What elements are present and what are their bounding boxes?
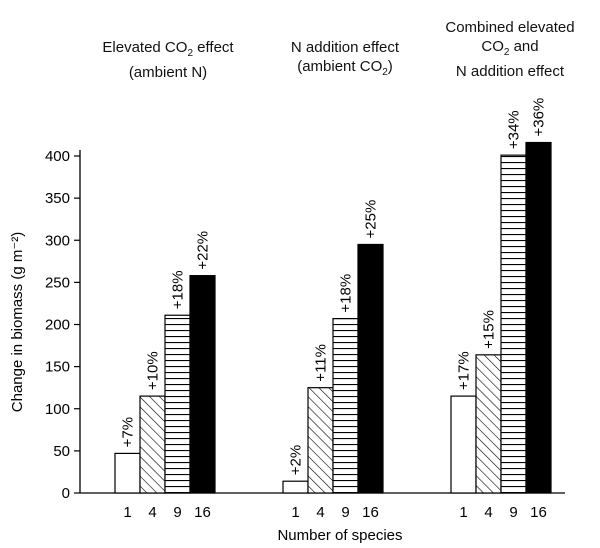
y-tick-label: 150 <box>45 359 70 376</box>
bar-percent-label: +34% <box>506 110 523 149</box>
group-title-combined: Combined elevated CO2 and N addition eff… <box>445 19 575 80</box>
bar-group1-species-4 <box>139 395 166 494</box>
y-tick-label: 100 <box>45 401 70 418</box>
bar-group2-species-16 <box>357 243 384 494</box>
bar-percent-label: +7% <box>120 417 137 447</box>
x-tick-label: 4 <box>148 504 156 521</box>
bar-percent-label: +36% <box>531 98 548 137</box>
bar-percent-label: +18% <box>170 270 187 309</box>
x-tick-label: 1 <box>123 504 131 521</box>
bar-group2-species-1 <box>282 480 309 494</box>
x-tick-label: 4 <box>316 504 324 521</box>
bar-percent-label: +15% <box>481 310 498 349</box>
x-tick-label: 9 <box>341 504 349 521</box>
group-title-n-addition: N addition effect (ambient CO2) <box>290 39 400 78</box>
bar-group3-species-16 <box>525 141 552 494</box>
x-tick-label: 16 <box>362 504 379 521</box>
y-tick-label: 0 <box>62 485 70 502</box>
x-tick-label: 1 <box>459 504 467 521</box>
bar-group3-species-4 <box>475 354 502 494</box>
x-tick-label: 16 <box>530 504 547 521</box>
bar-group3-species-1 <box>450 395 477 494</box>
group-title-elevated-co2: Elevated CO2 effect (ambient N) <box>102 39 234 81</box>
bar-percent-label: +25% <box>363 200 380 239</box>
y-tick-label: 50 <box>53 443 70 460</box>
bar-group2-species-4 <box>307 387 334 494</box>
bar-group3-species-9 <box>500 154 527 494</box>
bar-percent-label: +22% <box>195 231 212 270</box>
x-tick-label: 16 <box>194 504 211 521</box>
bar-percent-label: +18% <box>338 274 355 313</box>
x-tick-label: 4 <box>484 504 492 521</box>
y-tick-label: 350 <box>45 190 70 207</box>
bar-group1-species-9 <box>164 314 191 494</box>
bar-percent-label: +17% <box>456 351 473 390</box>
x-tick-label: 9 <box>509 504 517 521</box>
y-axis-label: Change in biomass (g m⁻²) <box>9 232 26 412</box>
y-tick-label: 250 <box>45 274 70 291</box>
x-tick-label: 9 <box>173 504 181 521</box>
bar-group1-species-16 <box>189 275 216 494</box>
bar-group1-species-1 <box>114 452 141 494</box>
bar-percent-label: +2% <box>288 445 305 475</box>
x-tick-label: 1 <box>291 504 299 521</box>
y-tick-label: 400 <box>45 148 70 165</box>
bar-percent-label: +11% <box>313 344 330 382</box>
x-axis-label: Number of species <box>277 527 402 544</box>
bar-group2-species-9 <box>332 318 359 494</box>
y-tick-label: 200 <box>45 317 70 334</box>
bar-percent-label: +10% <box>145 351 162 390</box>
y-tick-label: 300 <box>45 232 70 249</box>
